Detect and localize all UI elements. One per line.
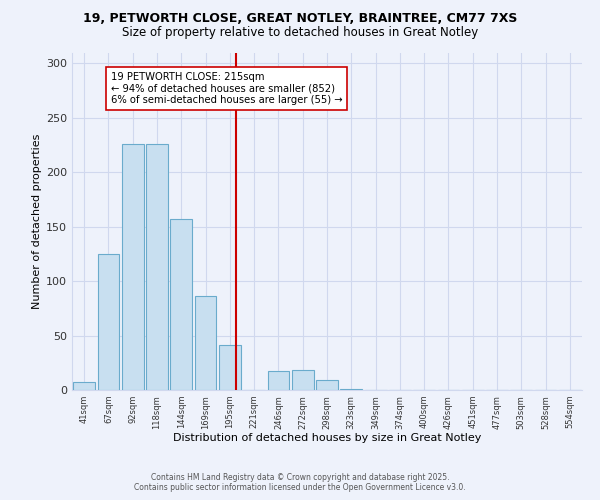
Bar [73,382,95,390]
Text: 19, PETWORTH CLOSE, GREAT NOTLEY, BRAINTREE, CM77 7XS: 19, PETWORTH CLOSE, GREAT NOTLEY, BRAINT… [83,12,517,26]
Text: 19 PETWORTH CLOSE: 215sqm
← 94% of detached houses are smaller (852)
6% of semi-: 19 PETWORTH CLOSE: 215sqm ← 94% of detac… [111,72,343,106]
Bar [146,144,168,390]
Bar [340,389,362,390]
Text: Size of property relative to detached houses in Great Notley: Size of property relative to detached ho… [122,26,478,39]
Y-axis label: Number of detached properties: Number of detached properties [32,134,42,309]
Bar [97,254,119,390]
Bar [316,380,338,390]
Bar [122,144,143,390]
Bar [170,219,192,390]
X-axis label: Distribution of detached houses by size in Great Notley: Distribution of detached houses by size … [173,433,481,443]
Bar [194,296,217,390]
Text: Contains HM Land Registry data © Crown copyright and database right 2025.
Contai: Contains HM Land Registry data © Crown c… [134,473,466,492]
Bar [219,346,241,390]
Bar [268,372,289,390]
Bar [292,370,314,390]
